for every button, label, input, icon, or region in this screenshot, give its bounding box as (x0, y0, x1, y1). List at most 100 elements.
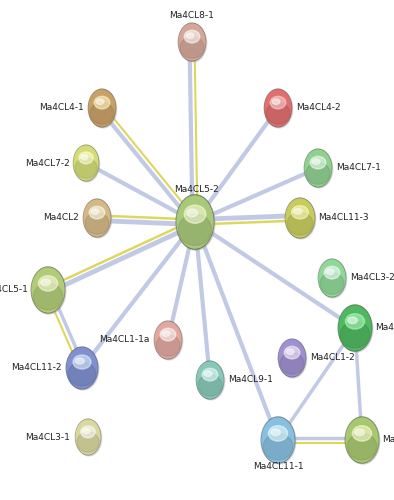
Ellipse shape (179, 24, 205, 60)
Ellipse shape (89, 206, 105, 219)
Text: Ma4CL8-2: Ma4CL8-2 (382, 436, 394, 444)
Text: Ma4CL7-2: Ma4CL7-2 (25, 158, 70, 168)
Ellipse shape (81, 426, 95, 438)
Text: Ma4CL9-1: Ma4CL9-1 (228, 376, 273, 384)
Text: Ma4CL4-1: Ma4CL4-1 (39, 104, 84, 112)
Ellipse shape (76, 420, 102, 456)
Ellipse shape (347, 434, 377, 460)
Ellipse shape (271, 429, 281, 436)
Text: Ma4CL11-2: Ma4CL11-2 (11, 364, 62, 372)
Ellipse shape (279, 340, 305, 376)
Ellipse shape (176, 194, 214, 250)
Ellipse shape (202, 368, 218, 381)
Ellipse shape (264, 89, 292, 127)
Text: Ma4CL1-1a: Ma4CL1-1a (100, 336, 150, 344)
Ellipse shape (184, 30, 200, 43)
Ellipse shape (94, 96, 110, 109)
Ellipse shape (76, 420, 100, 454)
Ellipse shape (340, 322, 370, 348)
Ellipse shape (75, 158, 97, 178)
Ellipse shape (83, 428, 90, 434)
Ellipse shape (306, 162, 330, 184)
Ellipse shape (345, 417, 379, 463)
Ellipse shape (346, 418, 378, 462)
Ellipse shape (320, 260, 347, 298)
Text: Ma4CL3-2: Ma4CL3-2 (350, 274, 394, 282)
Ellipse shape (41, 279, 50, 285)
Ellipse shape (319, 260, 345, 296)
Text: Ma4CL5-2: Ma4CL5-2 (175, 185, 219, 194)
Ellipse shape (324, 266, 340, 279)
Ellipse shape (91, 209, 99, 214)
Ellipse shape (285, 198, 315, 238)
Ellipse shape (154, 321, 182, 359)
Ellipse shape (352, 426, 372, 441)
Ellipse shape (305, 150, 333, 188)
Ellipse shape (279, 340, 307, 378)
Ellipse shape (84, 200, 110, 236)
Ellipse shape (184, 205, 206, 224)
Ellipse shape (262, 418, 296, 464)
Text: Ma4CL5-1: Ma4CL5-1 (0, 286, 28, 294)
Ellipse shape (32, 268, 64, 312)
Ellipse shape (84, 199, 111, 237)
Text: Ma4CL11-3: Ma4CL11-3 (318, 214, 369, 222)
Ellipse shape (270, 96, 286, 109)
Ellipse shape (312, 159, 320, 164)
Ellipse shape (339, 306, 373, 352)
Ellipse shape (74, 146, 100, 182)
Text: Ma4CL1-2: Ma4CL1-2 (310, 354, 355, 362)
Ellipse shape (318, 259, 346, 297)
Ellipse shape (66, 347, 98, 389)
Ellipse shape (68, 362, 96, 386)
Ellipse shape (305, 150, 331, 186)
Ellipse shape (197, 362, 223, 398)
Text: Ma4CL4-2: Ma4CL4-2 (296, 104, 341, 112)
Ellipse shape (67, 348, 99, 390)
Ellipse shape (266, 102, 290, 124)
Text: Ma4CL11-1: Ma4CL11-1 (253, 462, 303, 471)
Ellipse shape (85, 212, 109, 234)
Ellipse shape (204, 371, 212, 376)
Ellipse shape (284, 346, 300, 359)
Ellipse shape (33, 284, 63, 310)
Ellipse shape (156, 334, 180, 356)
Ellipse shape (88, 89, 116, 127)
Ellipse shape (265, 90, 293, 128)
Ellipse shape (262, 418, 294, 462)
Ellipse shape (179, 24, 206, 62)
Ellipse shape (197, 362, 225, 400)
Ellipse shape (90, 102, 114, 124)
Ellipse shape (75, 358, 84, 364)
Ellipse shape (287, 212, 313, 235)
Ellipse shape (84, 200, 112, 238)
Ellipse shape (304, 149, 332, 187)
Ellipse shape (96, 99, 104, 104)
Ellipse shape (178, 214, 212, 246)
Ellipse shape (355, 429, 364, 436)
Ellipse shape (339, 306, 371, 350)
Ellipse shape (162, 331, 170, 336)
Ellipse shape (272, 99, 280, 104)
Ellipse shape (180, 36, 204, 58)
Ellipse shape (346, 418, 380, 464)
Ellipse shape (346, 314, 364, 329)
Ellipse shape (294, 208, 302, 214)
Text: Ma4CL6: Ma4CL6 (375, 324, 394, 332)
Ellipse shape (160, 328, 176, 341)
Ellipse shape (286, 349, 294, 354)
Ellipse shape (79, 152, 93, 164)
Ellipse shape (263, 434, 293, 460)
Ellipse shape (178, 23, 206, 61)
Ellipse shape (177, 196, 215, 250)
Ellipse shape (286, 199, 316, 239)
Ellipse shape (186, 33, 194, 38)
Ellipse shape (280, 352, 304, 374)
Ellipse shape (77, 432, 99, 452)
Ellipse shape (38, 276, 58, 291)
Ellipse shape (265, 90, 291, 126)
Ellipse shape (187, 209, 198, 217)
Ellipse shape (320, 272, 344, 294)
Ellipse shape (278, 339, 306, 377)
Ellipse shape (89, 90, 115, 126)
